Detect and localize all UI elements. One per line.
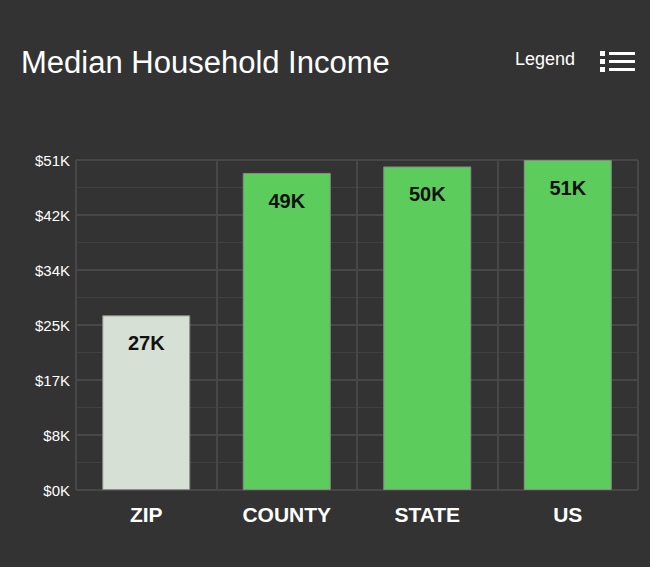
svg-text:$42K: $42K [35, 207, 70, 224]
svg-text:$25K: $25K [35, 317, 70, 334]
svg-text:$17K: $17K [35, 372, 70, 389]
svg-text:STATE: STATE [394, 503, 460, 526]
svg-text:27K: 27K [128, 332, 165, 354]
svg-text:$0K: $0K [43, 482, 70, 499]
svg-text:Median Household Income: Median Household Income [21, 45, 390, 80]
svg-text:$34K: $34K [35, 262, 70, 279]
svg-text:50K: 50K [409, 183, 446, 205]
svg-text:51K: 51K [549, 177, 586, 199]
svg-text:$8K: $8K [43, 427, 70, 444]
svg-text:COUNTY: COUNTY [242, 503, 331, 526]
svg-text:49K: 49K [268, 190, 305, 212]
svg-text:US: US [553, 503, 582, 526]
svg-text:ZIP: ZIP [130, 503, 163, 526]
svg-text:Legend: Legend [515, 49, 575, 69]
svg-text:$51K: $51K [35, 152, 70, 169]
